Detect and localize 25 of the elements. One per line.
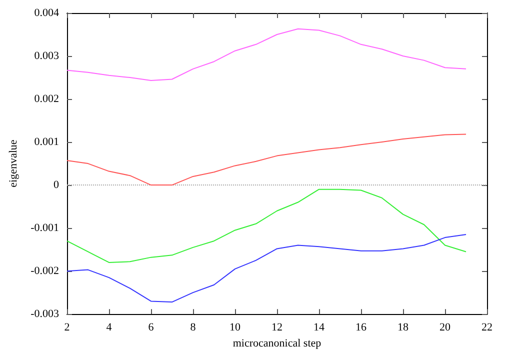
x-tick-label: 2 <box>64 322 70 334</box>
line-series <box>66 234 466 303</box>
x-tick-label: 16 <box>356 322 367 334</box>
y-tick-label: 0.004 <box>34 7 60 19</box>
x-tick-label: 12 <box>272 322 282 334</box>
y-tick-label: -0.002 <box>30 265 59 278</box>
x-tick-label: 10 <box>230 322 241 334</box>
line-series <box>66 134 466 186</box>
y-tick-label: 0 <box>54 179 60 192</box>
x-tick-label: 8 <box>190 322 196 334</box>
x-tick-label: 14 <box>314 322 325 334</box>
x-axis-title: microcanonical step <box>232 338 322 350</box>
y-tick-label: -0.001 <box>30 222 59 234</box>
y-tick-label: 0.003 <box>34 50 60 62</box>
x-tick-label: 18 <box>398 322 409 334</box>
y-tick-label: 0.001 <box>34 136 59 148</box>
x-tick-label: 4 <box>106 322 112 334</box>
x-tick-label: 20 <box>440 322 451 334</box>
y-tick-label: -0.003 <box>30 308 60 320</box>
x-tick-label: 22 <box>482 322 492 334</box>
line-series <box>66 28 466 82</box>
x-tick-label: 6 <box>148 322 154 334</box>
y-axis-title: eigenvalue <box>8 140 20 188</box>
y-tick-label: 0.002 <box>34 93 59 106</box>
line-series <box>66 188 466 263</box>
